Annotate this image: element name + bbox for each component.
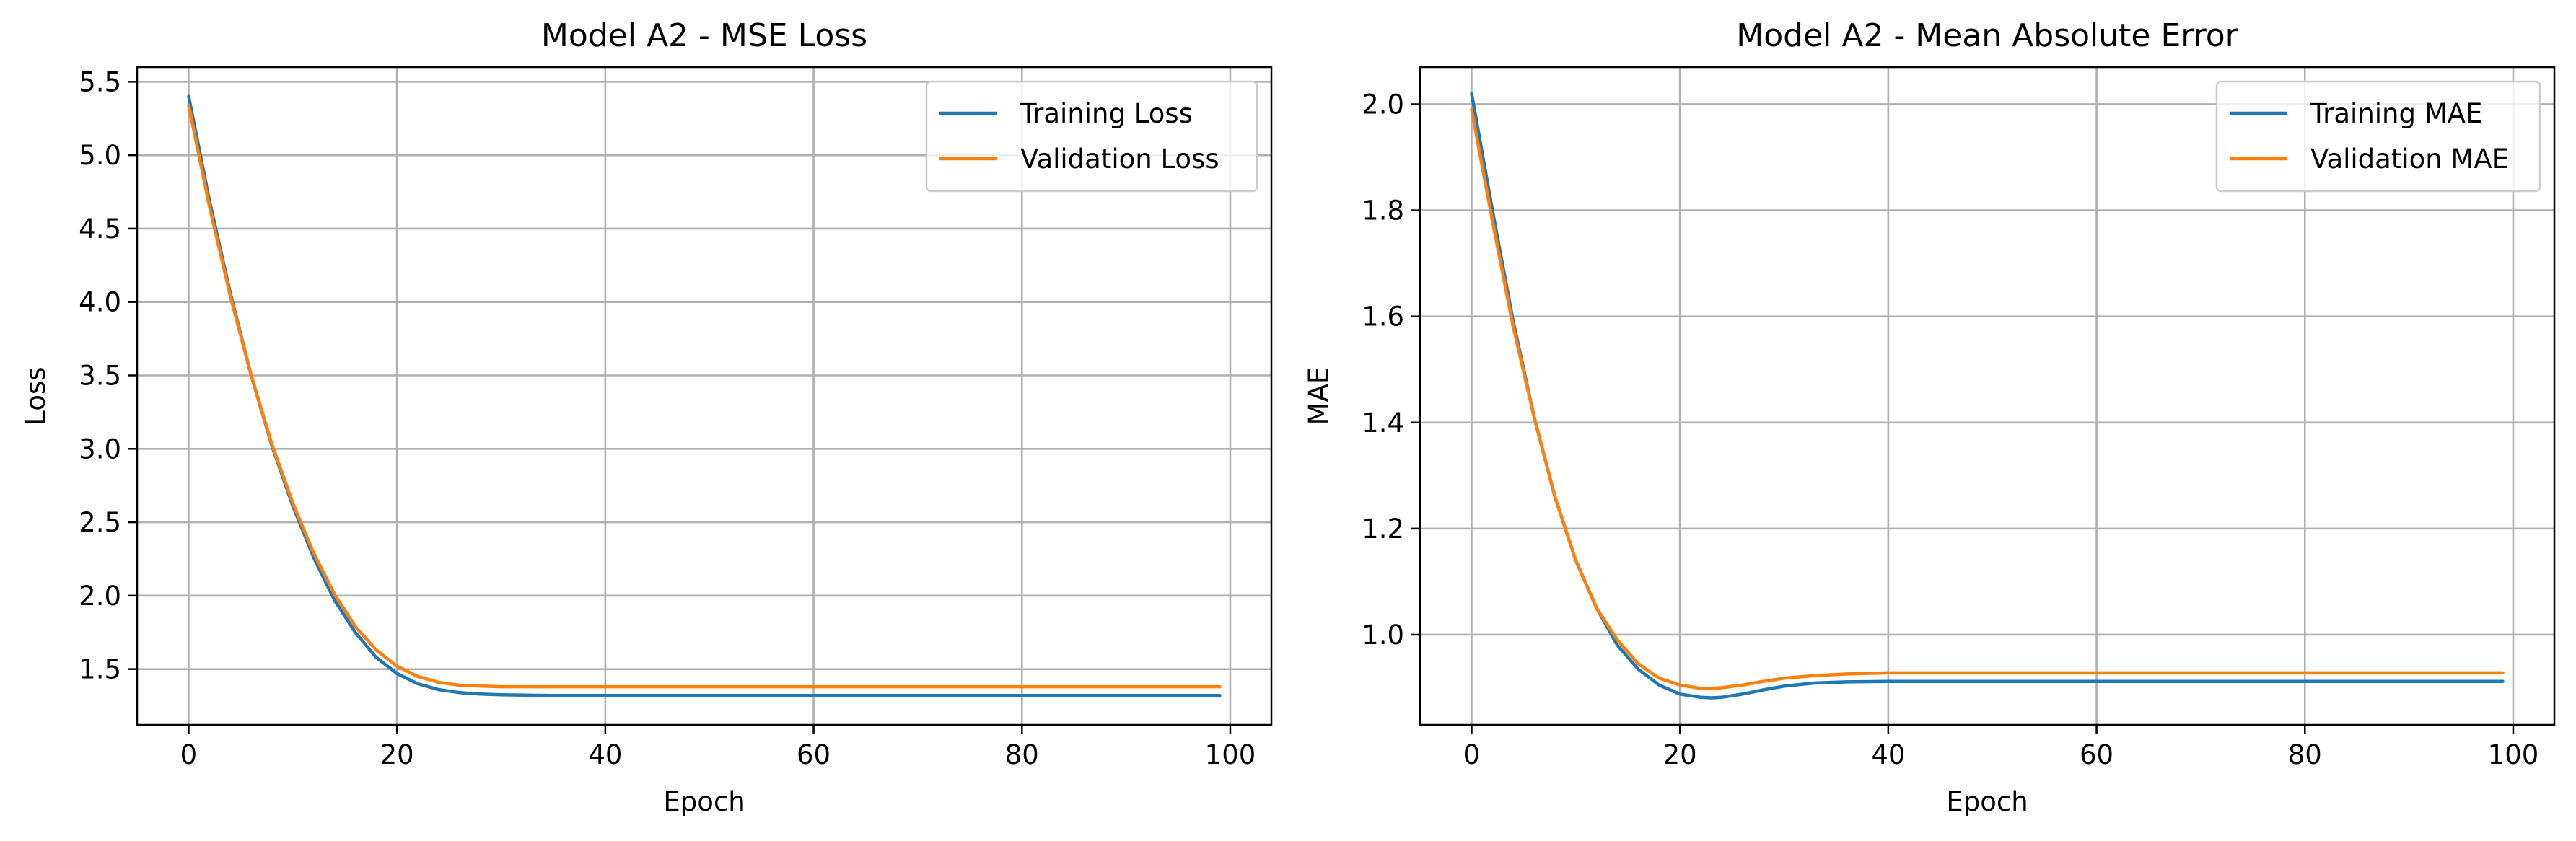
x-tick-label: 80 [1005, 739, 1039, 770]
y-tick-label: 3.5 [79, 361, 121, 392]
legend: Training MAE Validation MAE [2215, 80, 2541, 193]
y-tick-label: 1.6 [1362, 301, 1404, 333]
y-tick-label: 1.0 [1362, 620, 1404, 651]
y-axis-label: MAE [1303, 367, 1334, 426]
y-tick-label: 1.5 [79, 654, 121, 685]
x-tick-label: 40 [588, 739, 622, 770]
legend-box [2215, 80, 2541, 193]
legend-label: Training MAE [2310, 98, 2482, 129]
y-tick-label: 5.0 [79, 140, 121, 171]
validation-loss-line [187, 103, 1222, 689]
plot-frame [136, 66, 1273, 726]
grid-lines [1420, 67, 2554, 725]
x-axis-label: Epoch [1946, 786, 2028, 817]
mae-chart-panel: Model A2 - Mean Absolute Error Epoch MAE… [1303, 17, 2556, 817]
y-tick-label: 1.8 [1362, 195, 1404, 226]
x-tick-label: 40 [1871, 739, 1905, 770]
x-tick-label: 20 [1663, 739, 1697, 770]
y-tick-label: 2.5 [79, 507, 121, 538]
series-lines [1470, 92, 2505, 700]
x-tick-label: 0 [1463, 739, 1481, 770]
legend: Training Loss Validation Loss [925, 80, 1258, 193]
x-tick-label: 20 [380, 739, 414, 770]
legend-box [925, 80, 1258, 193]
y-tick-label: 4.0 [79, 287, 121, 318]
y-tick-label: 1.2 [1362, 514, 1404, 545]
x-tick-label: 60 [2080, 739, 2113, 770]
axis-ticks: 0 20 40 60 80 100 1.0 1.2 1.4 1.6 1.8 2.0 [1362, 89, 2538, 770]
validation-mae-line [1470, 107, 2505, 690]
y-tick-label: 1.4 [1362, 408, 1404, 439]
x-axis-label: Epoch [663, 786, 745, 817]
legend-label: Validation Loss [1020, 144, 1219, 175]
x-tick-label: 100 [2488, 739, 2539, 770]
chart-title: Model A2 - Mean Absolute Error [1736, 17, 2238, 54]
y-tick-label: 2.0 [79, 581, 121, 612]
series-lines [187, 94, 1222, 697]
axis-ticks: 0 20 40 60 80 100 1.5 2.0 2.5 3.0 3.5 4.0 4.5 5.0 5.5 [79, 66, 1256, 770]
plot-frame [1419, 66, 2556, 726]
x-tick-label: 0 [180, 739, 198, 770]
y-tick-label: 5.5 [79, 66, 121, 97]
y-tick-label: 3.0 [79, 433, 121, 464]
y-axis-label: Loss [20, 366, 51, 425]
x-tick-label: 60 [797, 739, 831, 770]
legend-label: Training Loss [1020, 98, 1193, 129]
legend-label: Validation MAE [2310, 144, 2509, 175]
x-tick-label: 80 [2288, 739, 2322, 770]
y-tick-label: 2.0 [1362, 89, 1404, 120]
y-tick-label: 4.5 [79, 213, 121, 245]
chart-title: Model A2 - MSE Loss [541, 17, 867, 54]
loss-chart-panel: Model A2 - MSE Loss Epoch Loss 0 20 40 60 80… [20, 17, 1273, 817]
x-tick-label: 100 [1205, 739, 1256, 770]
